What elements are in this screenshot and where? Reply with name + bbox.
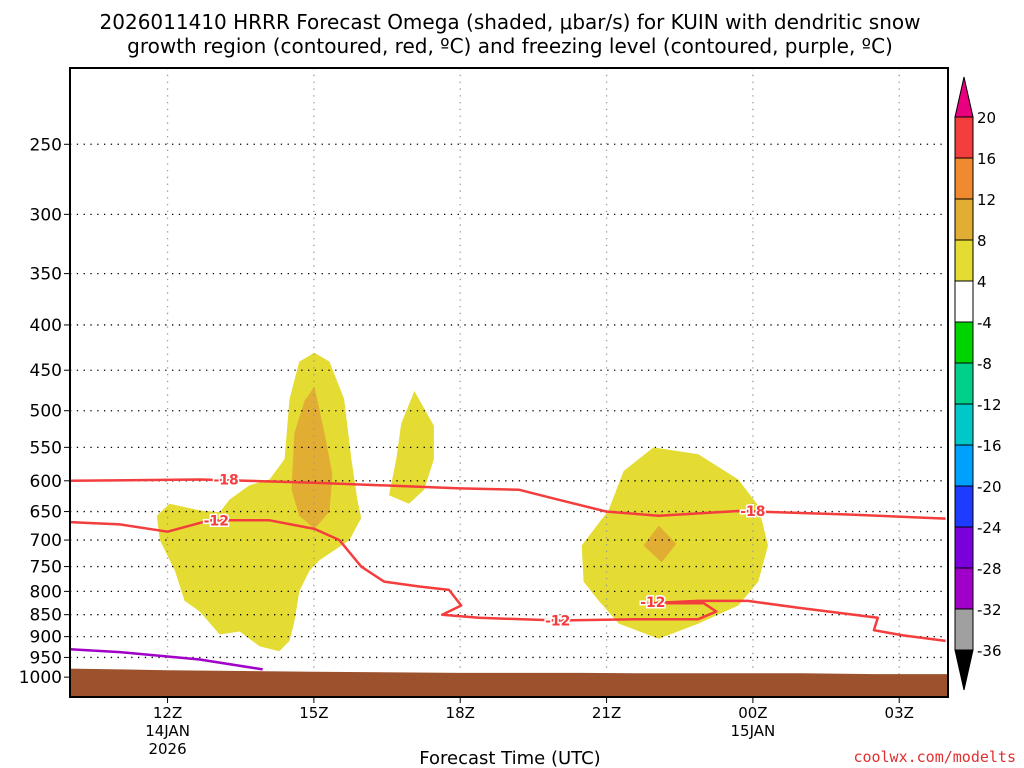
plot-content: -18 -18 -12 -12 -12 — [70, 68, 948, 697]
colorbar: 20 16 12 8 4 -4 -8 -12 -16 -20 -24 -28 -32 -36 — [954, 76, 1002, 691]
contour-label: -12 — [545, 614, 570, 630]
y-tick-label: 450 — [30, 361, 62, 381]
colorbar-box — [954, 362, 974, 405]
colorbar-box — [954, 608, 974, 651]
x-tick-label: 15Z — [299, 704, 328, 722]
contour-label: -12 — [204, 513, 229, 529]
colorbar-label: 20 — [977, 109, 996, 127]
terrain — [70, 668, 948, 697]
y-tick-label: 550 — [30, 438, 62, 458]
colorbar-label: 4 — [977, 273, 987, 291]
dgz-contour--18 — [70, 478, 946, 520]
colorbar-bottom-arrow — [954, 649, 974, 691]
plot-area: -18 -18 -12 -12 -12 — [70, 68, 948, 697]
colorbar-label: -36 — [977, 642, 1002, 660]
colorbar-label: -28 — [977, 560, 1002, 578]
omega-shade-4-8-2 — [389, 391, 434, 504]
x-tick-label: 00Z — [738, 704, 767, 722]
contour-label: -12 — [640, 595, 665, 611]
dgz-contour--12 — [70, 519, 946, 643]
x-tick-date: 15JAN — [731, 722, 776, 740]
colorbar-box — [954, 567, 974, 610]
colorbar-box — [954, 116, 974, 159]
chart-title-line1: 2026011410 HRRR Forecast Omega (shaded, … — [100, 10, 921, 34]
y-tick-label: 900 — [30, 628, 62, 648]
plot-frame — [69, 67, 949, 698]
colorbar-top-arrow — [954, 76, 974, 118]
y-tick-label: 1000 — [19, 668, 62, 688]
omega-shade-8-12-4 — [643, 525, 677, 563]
x-tick-label: 18Z — [446, 704, 475, 722]
colorbar-box — [954, 403, 974, 446]
colorbar-label: -8 — [977, 355, 992, 373]
x-tick-label: 12Z — [153, 704, 182, 722]
y-tick-label: 500 — [30, 402, 62, 422]
colorbar-box — [954, 198, 974, 241]
colorbar-label: 16 — [977, 150, 996, 168]
colorbar-label: -24 — [977, 519, 1002, 537]
contour-label: -18 — [213, 473, 238, 489]
x-tick-label: 21Z — [592, 704, 621, 722]
colorbar-box — [954, 239, 974, 282]
x-tick-year: 2026 — [148, 740, 186, 758]
colorbar-box — [954, 444, 974, 487]
watermark: coolwx.com/modelts — [853, 748, 1016, 766]
y-tick-label: 750 — [30, 558, 62, 578]
freezing-level-line — [70, 648, 263, 671]
colorbar-box — [954, 321, 974, 364]
colorbar-label: -12 — [977, 396, 1002, 414]
x-tick-label: 03Z — [885, 704, 914, 722]
y-tick-label: 650 — [30, 503, 62, 523]
y-tick-label: 250 — [30, 135, 62, 155]
y-tick-label: 600 — [30, 472, 62, 492]
colorbar-label: -16 — [977, 437, 1002, 455]
y-tick-label: 350 — [30, 265, 62, 285]
colorbar-label: -32 — [977, 601, 1002, 619]
y-tick-label: 950 — [30, 648, 62, 668]
colorbar-label: 12 — [977, 191, 996, 209]
contour-label: -18 — [740, 504, 765, 520]
y-tick-label: 850 — [30, 606, 62, 626]
x-tick-date: 14JAN — [145, 722, 190, 740]
y-tick-label: 800 — [30, 582, 62, 602]
y-tick-label: 700 — [30, 531, 62, 551]
colorbar-box — [954, 157, 974, 200]
omega-shade-8-12-1 — [291, 386, 333, 529]
colorbar-box — [954, 526, 974, 569]
y-tick-label: 300 — [30, 205, 62, 225]
y-tick-label: 400 — [30, 316, 62, 336]
chart-title-line2: growth region (contoured, red, ºC) and f… — [127, 34, 893, 58]
colorbar-box — [954, 280, 974, 323]
colorbar-label: 8 — [977, 232, 987, 250]
colorbar-box — [954, 485, 974, 528]
x-axis-label: Forecast Time (UTC) — [419, 748, 600, 768]
colorbar-label: -4 — [977, 314, 992, 332]
axes: 2503003504004505005506006507007508008509… — [19, 67, 949, 758]
colorbar-label: -20 — [977, 478, 1002, 496]
